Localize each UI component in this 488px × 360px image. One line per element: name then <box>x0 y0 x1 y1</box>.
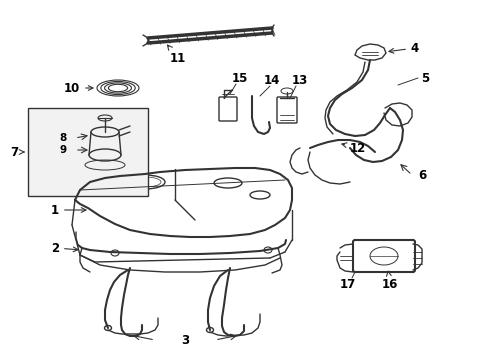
Text: 12: 12 <box>341 141 366 154</box>
FancyBboxPatch shape <box>28 108 148 196</box>
Text: 2: 2 <box>51 242 78 255</box>
Text: 16: 16 <box>381 271 397 291</box>
Text: 8: 8 <box>59 133 66 143</box>
Text: 7: 7 <box>10 145 24 158</box>
Text: 6: 6 <box>417 168 425 181</box>
Text: 15: 15 <box>231 72 248 85</box>
Text: 1: 1 <box>51 203 86 216</box>
Text: 13: 13 <box>291 73 307 86</box>
Text: 5: 5 <box>420 72 428 85</box>
Text: 9: 9 <box>60 145 66 155</box>
Text: 17: 17 <box>339 278 355 291</box>
Text: 10: 10 <box>64 81 93 95</box>
Text: 14: 14 <box>263 73 280 86</box>
Text: 11: 11 <box>167 45 186 64</box>
Text: 3: 3 <box>181 333 189 346</box>
Text: 4: 4 <box>388 41 418 54</box>
